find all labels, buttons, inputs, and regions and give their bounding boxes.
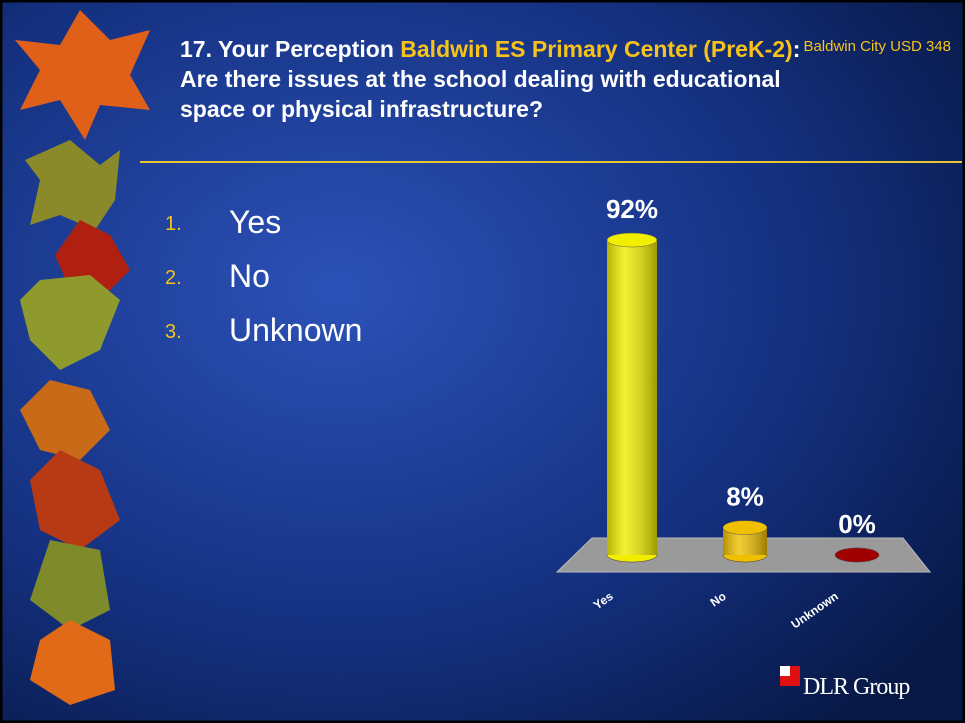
organization: Baldwin City USD 348: [803, 38, 951, 55]
option-number: 1.: [165, 213, 229, 236]
option: 2.No: [165, 258, 270, 295]
title-text: 17. Your Perception: [180, 36, 400, 62]
option-label: Unknown: [229, 312, 362, 348]
option: 1.Yes: [165, 204, 281, 241]
value-label: 0%: [838, 509, 876, 539]
title-highlight: Baldwin ES Primary Center (PreK-2): [400, 36, 792, 62]
bar-top: [607, 233, 657, 247]
value-label: 92%: [606, 194, 658, 224]
bar-top: [723, 521, 767, 535]
value-label: 8%: [726, 482, 764, 512]
bar: [835, 548, 879, 562]
option-label: Yes: [229, 204, 281, 240]
option-number: 2.: [165, 267, 229, 290]
title: 17. Your Perception Baldwin ES Primary C…: [180, 34, 820, 124]
logo: DLR Group: [803, 674, 909, 701]
option-label: No: [229, 258, 270, 294]
logo-icon: [780, 666, 790, 676]
option-number: 3.: [165, 321, 229, 344]
bar-top: [835, 548, 879, 562]
bar: [607, 233, 657, 562]
slide: 92% Yes 8% No 0% Unknown 17. Your Perception …: [0, 0, 965, 723]
option: 3.Unknown: [165, 312, 362, 349]
bar-shade: [607, 240, 657, 555]
bar: [723, 521, 767, 562]
